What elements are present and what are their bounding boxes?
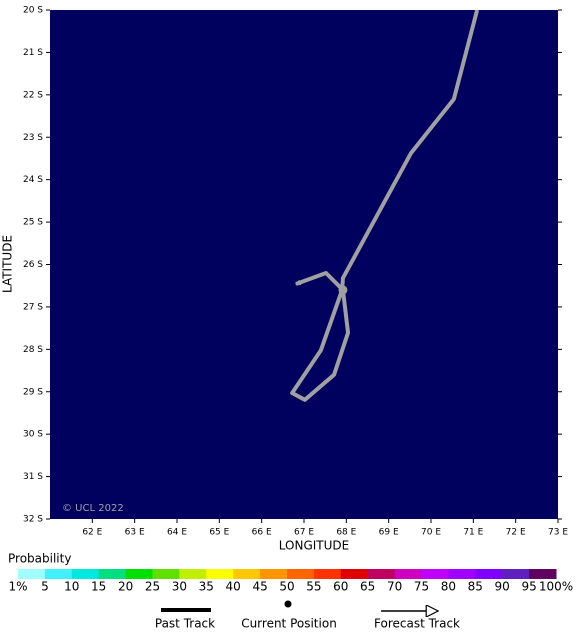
y-tick-label: 29 S [23,387,43,397]
legend-label: Forecast Track [374,617,460,631]
probability-swatch [502,569,530,579]
probability-label: 35 [199,580,214,594]
legend-current-dot [284,600,292,608]
probability-label: 70 [387,580,402,594]
probability-swatch [125,569,153,579]
probability-swatch [475,569,503,579]
probability-label: 80 [441,580,456,594]
legend-label: Current Position [241,617,337,631]
probability-swatch [448,569,476,579]
x-tick-label: 69 E [379,528,399,538]
probability-label: 95 [521,580,536,594]
probability-label: 10 [64,580,79,594]
probability-swatch [71,569,100,579]
probability-swatch [44,569,73,579]
probability-label: 65 [360,580,375,594]
probability-swatch [152,569,180,579]
x-tick-label: 70 E [421,528,441,538]
probability-swatch [98,569,127,579]
probability-swatch [179,569,207,579]
watermark: © UCL 2022 [62,503,124,514]
probability-label: 60 [333,580,348,594]
probability-swatch [313,569,342,579]
x-tick-label: 64 E [167,528,187,538]
probability-title: Probability [8,552,71,566]
current-position [338,285,348,295]
probability-swatch [233,569,261,579]
probability-swatch [421,569,449,579]
probability-swatch [529,569,557,579]
y-tick-label: 27 S [23,302,43,312]
probability-label: 85 [468,580,483,594]
y-tick-label: 25 S [23,218,43,228]
y-tick-label: 32 S [23,515,43,525]
y-axis-label: LATITUDE [1,235,15,293]
x-tick-label: 66 E [252,528,272,538]
y-tick-label: 24 S [23,175,43,185]
y-tick-label: 23 S [23,133,43,143]
x-tick-label: 68 E [336,528,356,538]
track-line [290,9,480,402]
x-tick-label: 73 E [548,528,568,538]
probability-label: 25 [145,580,160,594]
probability-label: 40 [226,580,241,594]
x-axis-label: LONGITUDE [279,539,349,553]
y-tick-label: 26 S [23,260,43,270]
probability-swatch [367,569,396,579]
probability-swatch [206,569,234,579]
x-tick-label: 62 E [82,528,102,538]
probability-swatch [287,569,315,579]
probability-label: 90 [495,580,510,594]
y-tick-label: 21 S [23,48,43,58]
probability-label: 55 [306,580,321,594]
probability-label: 1% [8,580,27,594]
probability-swatch [394,569,422,579]
probability-label: 75 [414,580,429,594]
track-line [296,270,345,292]
probability-label: 20 [118,580,133,594]
probability-swatch [18,569,46,579]
probability-label: 5 [41,580,49,594]
map-background [50,10,558,519]
x-tick-label: 67 E [294,528,314,538]
x-tick-label: 71 E [463,528,483,538]
legend-label: Past Track [155,617,215,631]
x-tick-label: 63 E [125,528,145,538]
x-tick-label: 65 E [209,528,229,538]
probability-label: 30 [172,580,187,594]
probability-label: 15 [91,580,106,594]
probability-label: 45 [252,580,267,594]
y-tick-label: 22 S [23,90,43,100]
probability-swatch [340,569,369,579]
probability-swatch [260,569,288,579]
y-tick-label: 30 S [23,430,43,440]
probability-label: 50 [279,580,294,594]
x-tick-label: 72 E [506,528,526,538]
y-tick-label: 31 S [23,472,43,482]
probability-label: 100% [539,580,573,594]
y-tick-label: 28 S [23,345,43,355]
y-tick-label: 20 S [23,6,43,16]
